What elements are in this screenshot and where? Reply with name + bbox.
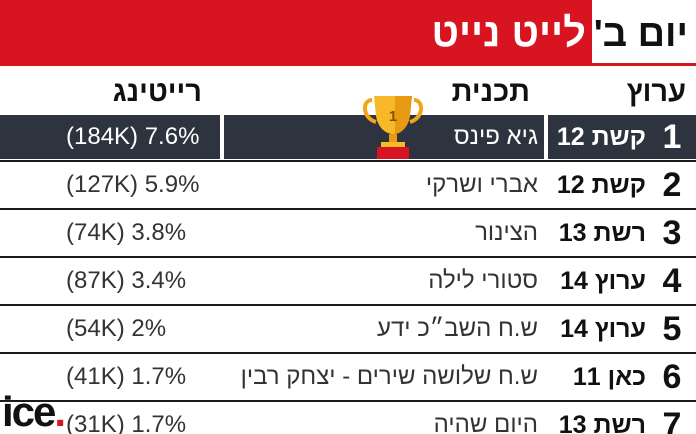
- column-header-rating: רייטינג: [112, 76, 202, 108]
- table-row: 7 רשת 13 היום שהיה (31K) 1.7%: [0, 402, 696, 434]
- program-name: אברי ושרקי: [425, 171, 538, 198]
- rating-value: (127K) 5.9%: [66, 171, 200, 198]
- program-name: גיא פינס: [453, 123, 538, 150]
- rating-value: (54K) 2%: [66, 315, 167, 342]
- program-name: סטורי לילה: [428, 267, 538, 294]
- rank-number: 4: [662, 262, 682, 300]
- trophy-icon: 1: [363, 96, 423, 159]
- table-row: 1 קשת 12 גיא פינס (184K) 7.6%: [0, 114, 696, 162]
- program-name: הצינור: [475, 219, 538, 246]
- rating-value: (41K) 1.7%: [66, 363, 187, 390]
- rank-number: 6: [662, 358, 682, 396]
- rating-value: (74K) 3.8%: [66, 219, 187, 246]
- table-row: 6 כאן 11 ש.ח שלושה שירים - יצחק רבין (41…: [0, 354, 696, 402]
- program-name: ש.ח השב״כ ידע: [377, 315, 538, 342]
- rank-number: 1: [662, 118, 682, 156]
- program-name: ש.ח שלושה שירים - יצחק רבין: [240, 363, 538, 390]
- channel-name: קשת 12: [556, 123, 646, 151]
- ratings-table: 1 קשת 12 גיא פינס (184K) 7.6% 2 קשת 12 א…: [0, 114, 696, 434]
- channel-name: קשת 12: [556, 171, 646, 199]
- channel-name: ערוץ 14: [560, 267, 646, 295]
- table-row: 5 ערוץ 14 ש.ח השב״כ ידע (54K) 2%: [0, 306, 696, 354]
- brand-logo: ice.: [2, 388, 66, 434]
- rating-value: (184K) 7.6%: [66, 123, 200, 150]
- channel-name: ערוץ 14: [560, 315, 646, 343]
- column-header-channel: ערוץ: [626, 76, 686, 108]
- rank-number: 5: [662, 310, 682, 348]
- rank-number: 2: [662, 166, 682, 204]
- table-row: 4 ערוץ 14 סטורי לילה (87K) 3.4%: [0, 258, 696, 306]
- page-title: לייט נייט: [431, 11, 586, 55]
- column-header-program: תכנית: [451, 76, 530, 108]
- rating-value: (87K) 3.4%: [66, 267, 187, 294]
- header-band: [0, 0, 592, 66]
- table-row: 2 קשת 12 אברי ושרקי (127K) 5.9%: [0, 162, 696, 210]
- rating-value: (31K) 1.7%: [66, 411, 187, 434]
- channel-name: כאן 11: [572, 363, 646, 391]
- rank-number: 3: [662, 214, 682, 252]
- table-row: 3 רשת 13 הצינור (74K) 3.8%: [0, 210, 696, 258]
- day-label-box: יום ב': [592, 0, 696, 66]
- rank-number: 7: [662, 406, 682, 434]
- trophy-number: 1: [389, 108, 397, 125]
- row-highlight: [0, 115, 220, 159]
- logo-text: ice: [2, 388, 56, 434]
- program-name: היום שהיה: [433, 411, 538, 434]
- logo-dot: .: [54, 388, 66, 434]
- row-highlight: [548, 115, 696, 159]
- channel-name: רשת 13: [558, 219, 646, 247]
- day-label: יום ב': [593, 13, 688, 55]
- channel-name: רשת 13: [558, 411, 646, 434]
